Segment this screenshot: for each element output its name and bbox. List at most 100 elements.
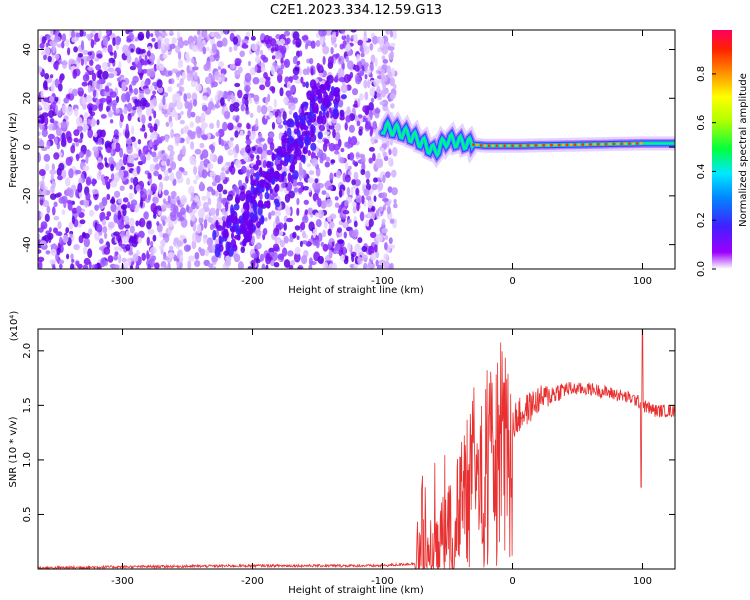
signal-peak [511,144,514,148]
noise-blob [250,35,256,41]
noise-blob [154,84,158,90]
noise-blob [149,163,156,172]
noise-blob [102,226,108,234]
colorbar-tick-label: 0.6 [696,115,707,131]
colorbar-ticks: 0.0 0.2 0.4 0.6 0.8 [696,66,716,277]
noise-blob [203,63,210,72]
noise-blob [125,138,133,145]
noise-blob [83,198,90,208]
noise-blob [140,97,147,107]
noise-blob [89,85,95,92]
noise-blob [76,153,80,162]
streak-blob [317,115,321,122]
noise-blob [86,33,92,40]
noise-blob [181,145,186,155]
noise-blob [84,57,88,66]
noise-blob [102,36,107,46]
noise-blob [195,175,200,180]
noise-blob [320,241,325,247]
x-tick-label: -300 [111,276,134,287]
noise-blob [305,42,308,50]
noise-blob [300,76,304,84]
noise-blob [375,159,383,169]
noise-blob [279,38,286,46]
noise-blob [324,161,330,168]
noise-blob [370,137,375,145]
noise-blob [334,243,341,252]
noise-blob [165,135,169,143]
noise-blob [357,39,364,46]
noise-blob [382,260,390,269]
noise-blob [132,253,139,262]
noise-blob [69,230,74,235]
noise-blob [264,79,271,88]
noise-blob [173,205,179,214]
noise-blob [57,83,63,92]
noise-blob [365,170,371,180]
noise-blob [113,254,118,261]
noise-blob [160,215,167,221]
noise-blob [282,247,288,257]
noise-blob [186,92,192,100]
noise-blob [194,72,198,80]
noise-blob [265,264,269,269]
noise-blob [327,185,333,191]
noise-blob [317,232,323,242]
signal-peak [546,143,549,147]
noise-blob [176,83,181,88]
noise-blob [55,104,59,115]
colorbar-tick-label: 0.2 [696,212,707,228]
signal-peak [628,142,631,146]
noise-blob [319,36,324,46]
noise-blob [165,121,170,127]
noise-blob [150,183,158,193]
noise-blob [295,38,302,48]
noise-blob [340,84,348,93]
noise-blob [329,221,335,229]
noise-blob [82,232,86,237]
noise-blob [106,147,112,154]
noise-blob [370,54,376,64]
noise-blob [146,188,153,198]
noise-blob [93,263,98,269]
noise-blob [54,53,60,60]
noise-blob [315,167,321,177]
noise-blob [169,172,175,182]
noise-blob [77,182,83,193]
noise-blob [311,157,319,167]
noise-blob [182,126,189,134]
streak-blob [309,79,317,90]
noise-blob [96,80,103,85]
noise-blob [40,89,44,99]
noise-blob [331,30,339,33]
noise-blob [183,40,189,46]
signal-peak [472,143,475,147]
noise-blob [77,53,83,58]
noise-blob [322,45,330,55]
noise-blob [207,216,213,223]
noise-blob [224,106,228,111]
noise-blob [315,219,322,228]
noise-blob [307,150,311,157]
streak-blob [260,215,265,225]
noise-blob [183,244,191,252]
noise-blob [280,63,285,70]
noise-blob [123,153,127,163]
noise-blob [102,61,108,70]
noise-blob [116,233,120,242]
noise-blob [146,220,152,230]
noise-blob [150,33,154,38]
noise-blob [46,232,54,240]
noise-blob [87,118,91,125]
noise-blob [272,220,277,230]
noise-blob [387,45,395,51]
noise-blob [45,49,51,55]
noise-blob [296,197,300,206]
noise-blob [374,244,378,253]
noise-blob [296,207,300,216]
streak-blob [329,90,334,102]
streak-blob [334,92,341,103]
noise-blob [389,78,395,86]
streak-blob [234,222,240,232]
noise-blob [283,58,291,68]
